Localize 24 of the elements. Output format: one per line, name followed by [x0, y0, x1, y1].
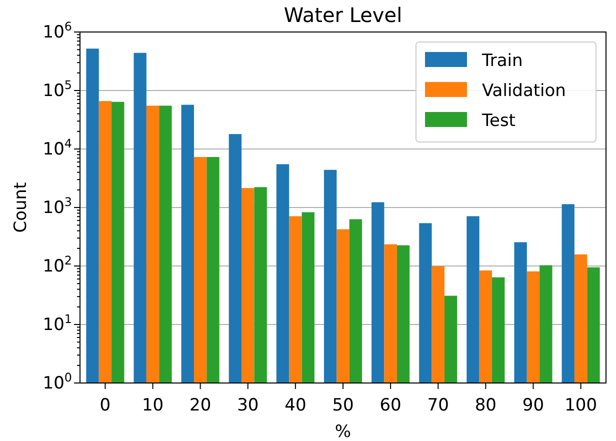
x-tick-label: 70: [427, 396, 449, 416]
x-tick-label: 20: [190, 396, 212, 416]
x-tick-label: 80: [474, 396, 496, 416]
legend-label: Validation: [482, 80, 566, 101]
x-axis-title: %: [334, 422, 352, 441]
y-tick-label: 10$^{6}$: [42, 19, 72, 42]
y-tick-label: 10$^{1}$: [42, 312, 72, 335]
x-tick-label: 0: [100, 396, 111, 416]
x-tick-label: 50: [332, 396, 354, 416]
y-tick-label: 10$^{5}$: [42, 78, 72, 101]
legend-label: Train: [481, 50, 523, 71]
chart-title: Water Level: [284, 3, 402, 27]
y-tick-label: 10$^{4}$: [42, 136, 72, 160]
x-tick-label: 40: [284, 396, 306, 416]
y-tick-label: 10$^{0}$: [42, 370, 72, 394]
x-tick-label: 10: [142, 396, 164, 416]
y-tick-label: 10$^{3}$: [42, 194, 72, 218]
x-tick-label: 90: [522, 396, 544, 416]
y-axis-title: Count: [11, 182, 31, 233]
x-tick-label: 30: [237, 396, 259, 416]
x-tick-label: 100: [564, 396, 598, 416]
legend-label: Test: [481, 110, 516, 131]
x-tick-label: 60: [380, 396, 402, 416]
y-tick-label: 10$^{2}$: [42, 253, 72, 276]
